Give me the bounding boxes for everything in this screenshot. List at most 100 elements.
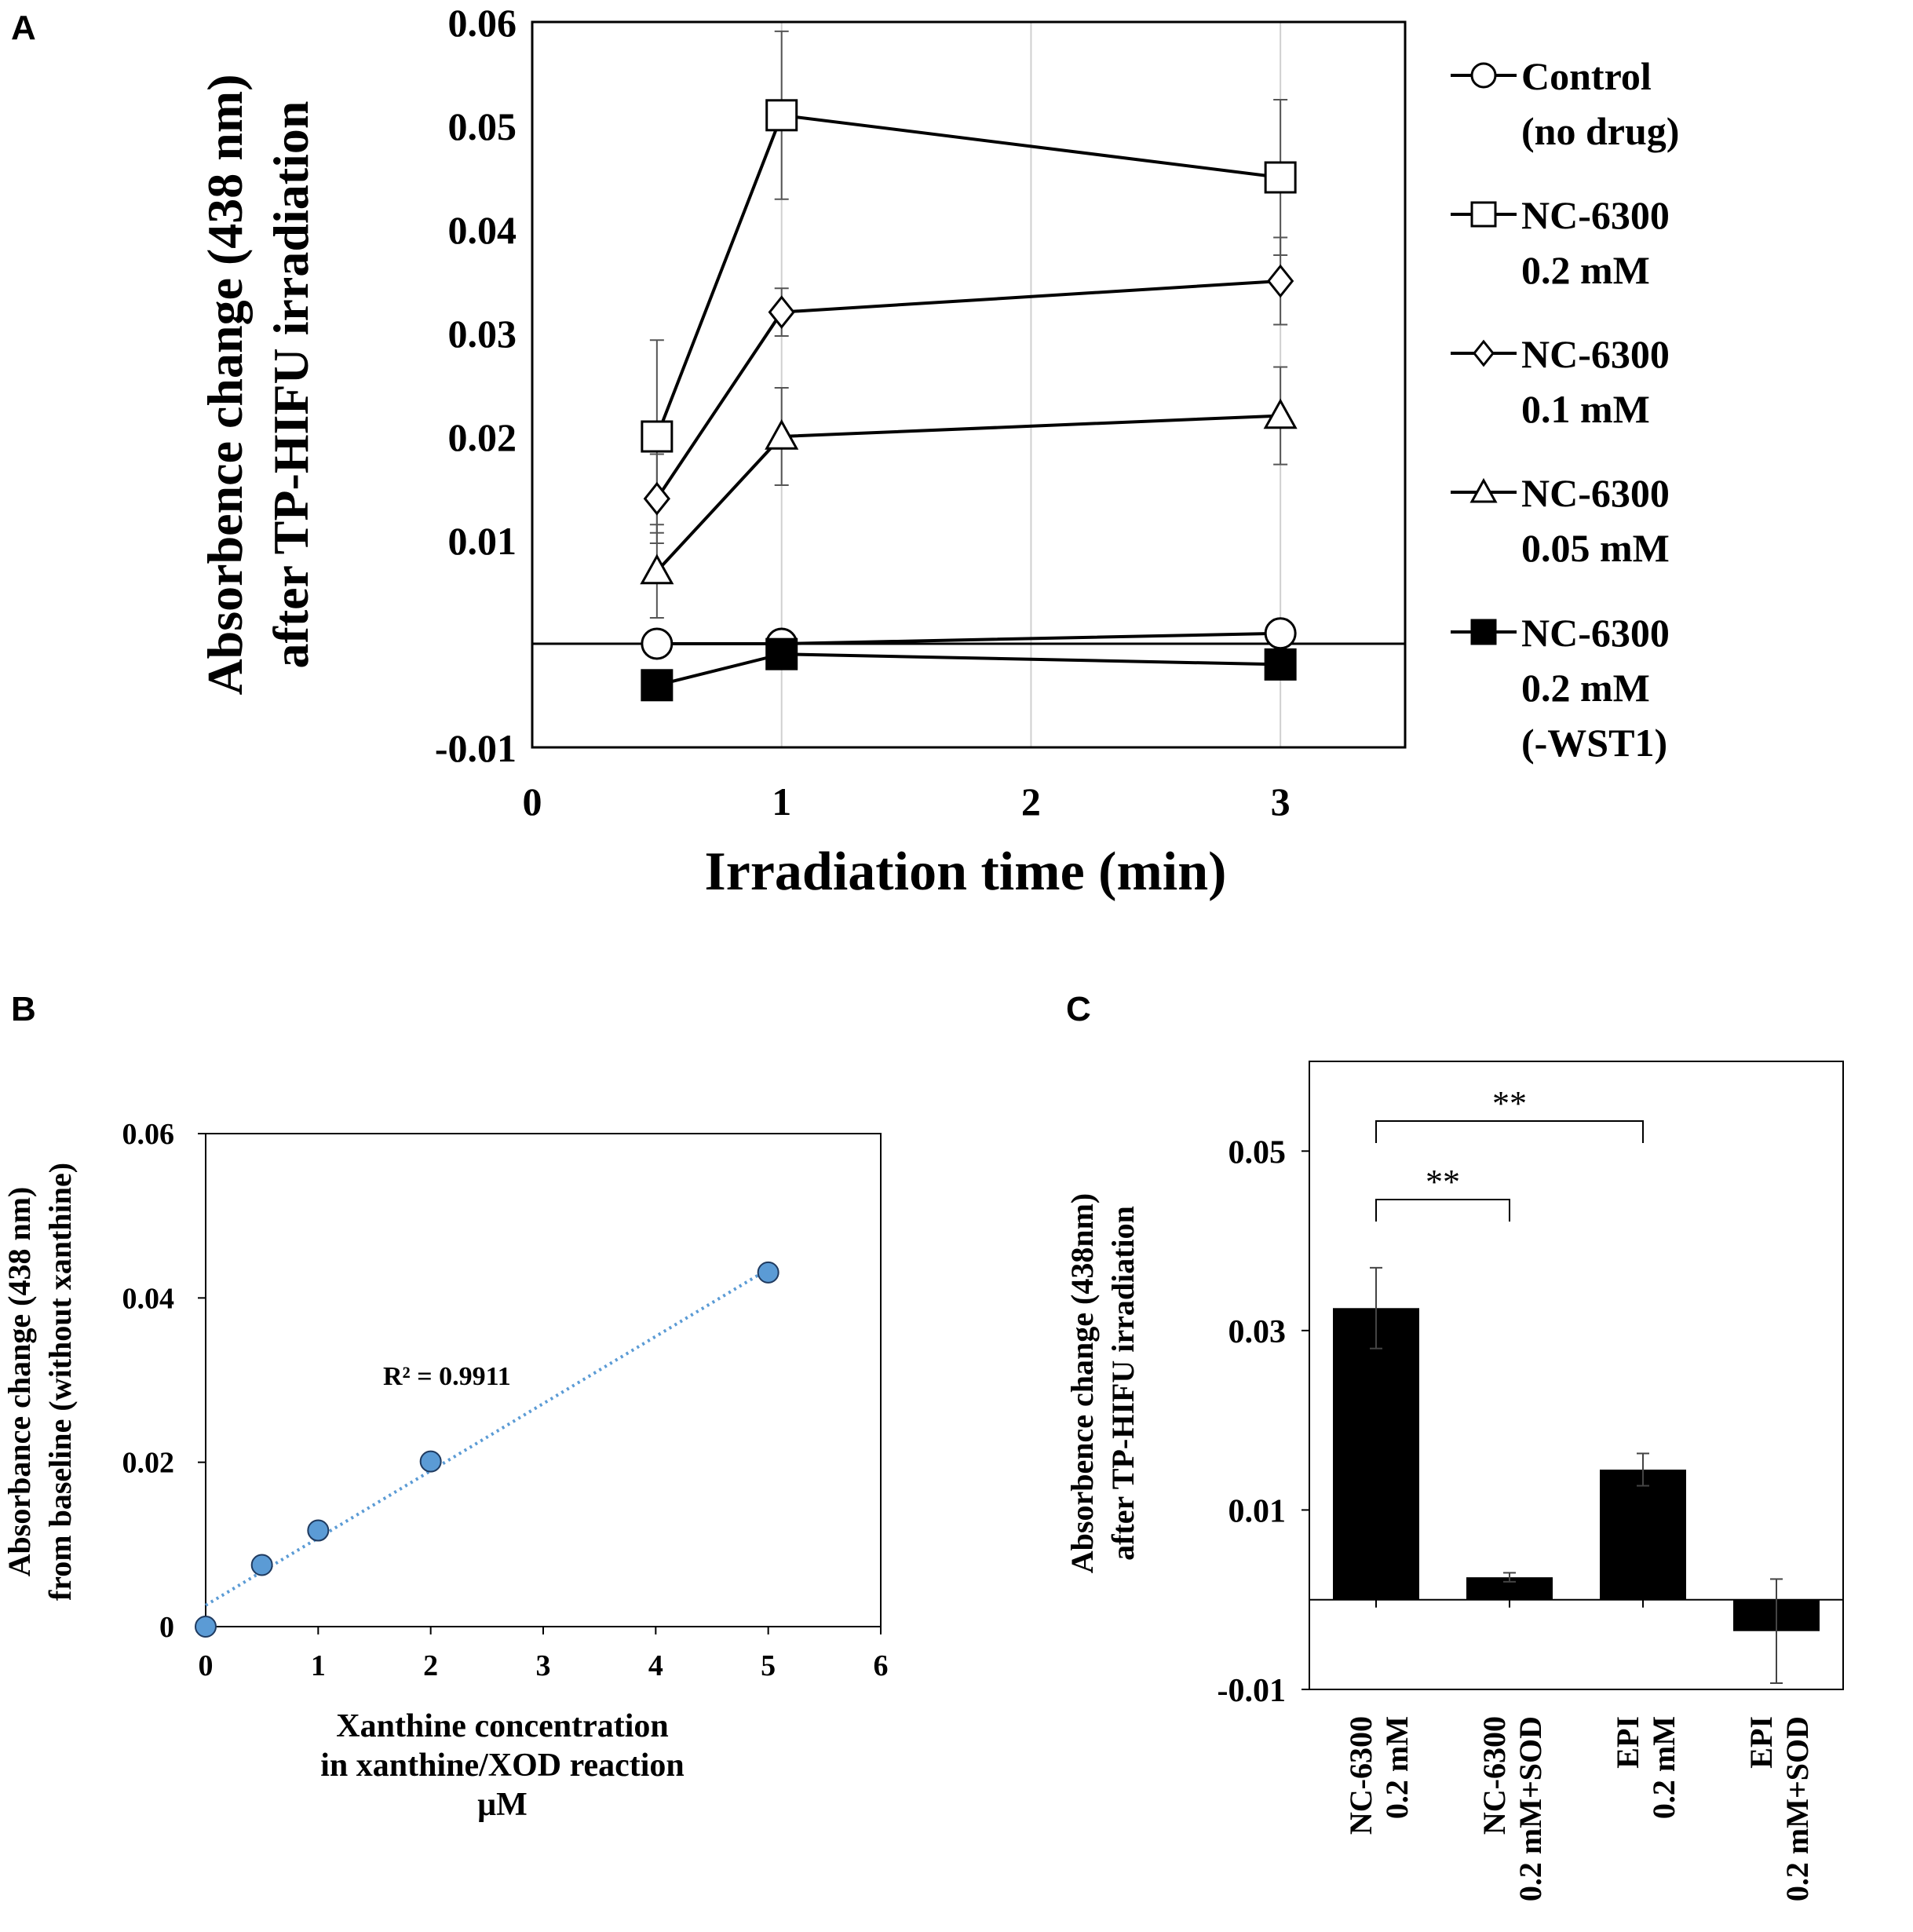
panel-c-category-label: EPI bbox=[1610, 1716, 1645, 1769]
panel-a-legend-label: NC-6300 bbox=[1521, 193, 1670, 237]
panel-c-y-tick-label: 0.05 bbox=[1228, 1134, 1287, 1171]
panel-b-x-axis-title: Xanthine concentration in xanthine/XOD re… bbox=[320, 1708, 685, 1823]
panel-b-x-tick-label: 2 bbox=[423, 1649, 438, 1682]
panel-label-b: B bbox=[11, 990, 36, 1028]
panel-b-x-tick-label: 3 bbox=[536, 1649, 551, 1682]
panel-c-significance-label: ** bbox=[1492, 1084, 1527, 1123]
panel-a-legend-label: NC-6300 bbox=[1521, 332, 1670, 376]
panel-a-y-axis-title-line2: after TP-HIFU irradiation bbox=[263, 101, 319, 669]
panel-c-bar bbox=[1600, 1470, 1686, 1600]
panel-c-bars bbox=[1333, 1266, 1820, 1684]
panel-b-x-axis-title-line: μM bbox=[477, 1787, 527, 1823]
panel-c-significance-label: ** bbox=[1426, 1163, 1460, 1201]
panel-a-data-point bbox=[641, 627, 674, 660]
panel-a-series-line bbox=[655, 279, 1281, 500]
panel-c-category-label: 0.2 mM+SOD bbox=[1513, 1716, 1548, 1901]
panel-a-data-point bbox=[765, 637, 798, 670]
panel-b-x-tick-label: 5 bbox=[761, 1649, 776, 1682]
panel-a-legend-label: Control bbox=[1521, 54, 1652, 98]
panel-a-legend-label: 0.2 mM bbox=[1521, 666, 1650, 710]
panel-c-y-axis-title-line2: after TP-HIFU irradiation bbox=[1105, 1206, 1141, 1561]
panel-c-category-label: EPI bbox=[1743, 1716, 1779, 1769]
panel-a-legend-label: (no drug) bbox=[1521, 109, 1679, 153]
panel-b-x-axis-title-line: Xanthine concentration bbox=[336, 1708, 669, 1744]
panel-a-legend: Control (no drug) NC-6300 0.2 mM NC-6300 0.1 … bbox=[1451, 54, 1679, 765]
panel-a-data-point bbox=[643, 481, 670, 516]
panel-a-y-tick-label: 0.01 bbox=[448, 519, 517, 563]
panel-a-legend-label: 0.1 mM bbox=[1521, 387, 1650, 431]
panel-a-series-line bbox=[655, 414, 1281, 572]
panel-b-data-point bbox=[250, 1554, 273, 1576]
panel-c-y-ticks: -0.01 0.01 0.03 0.05 bbox=[1218, 1134, 1309, 1709]
panel-a-y-tick-label: 0.05 bbox=[448, 104, 517, 148]
panel-a-y-ticks: -0.01 0.01 0.02 0.03 0.04 0.05 0.06 bbox=[435, 1, 517, 770]
panel-a-y-tick-label: 0.04 bbox=[448, 208, 517, 252]
panel-b-y-axis-title-line1: Absorbance change (438 nm) bbox=[2, 1187, 37, 1577]
panel-a-legend-marker bbox=[1469, 477, 1498, 503]
panel-label-a: A bbox=[11, 9, 36, 47]
panel-a-data-point bbox=[1264, 648, 1297, 681]
panel-a-series-line bbox=[656, 652, 1281, 687]
panel-b-points bbox=[195, 1261, 779, 1638]
panel-a-legend-marker bbox=[1473, 339, 1495, 367]
panel-a-data-point bbox=[641, 669, 674, 702]
panel-c-category-label: 0.2 mM+SOD bbox=[1780, 1716, 1815, 1901]
panel-a-data-point bbox=[1264, 617, 1297, 650]
panel-a-x-ticks: 0 1 2 3 bbox=[523, 780, 1291, 824]
panel-c-category-label: 0.2 mM bbox=[1646, 1716, 1681, 1819]
panel-a-series-line bbox=[656, 631, 1281, 645]
panel-a-x-tick-label: 2 bbox=[1021, 780, 1041, 824]
panel-c-y-tick-label: -0.01 bbox=[1218, 1673, 1287, 1709]
panel-a-y-tick-label: 0.06 bbox=[448, 1, 517, 45]
panel-b-data-point bbox=[419, 1450, 442, 1473]
panel-b-x-tick-label: 1 bbox=[311, 1649, 326, 1682]
panel-a-data-point bbox=[1263, 398, 1298, 429]
panel-b-x-tick-label: 4 bbox=[648, 1649, 663, 1682]
panel-c-y-axis-title-line1: Absorbence change (438nm) bbox=[1064, 1193, 1100, 1573]
panel-c-y-tick-label: 0.03 bbox=[1228, 1314, 1287, 1350]
panel-a-legend-marker bbox=[1470, 619, 1497, 645]
panel-a-data-point bbox=[765, 418, 799, 450]
panel-b-y-ticks: 0 0.02 0.04 0.06 bbox=[122, 1118, 206, 1644]
panel-c-category-labels: NC-6300 0.2 mM NC-6300 0.2 mM+SOD EPI 0.2 mM E… bbox=[1343, 1716, 1815, 1901]
panel-a-legend-label: 0.2 mM bbox=[1521, 248, 1650, 292]
panel-b-y-tick-label: 0 bbox=[159, 1611, 174, 1644]
panel-a-data-point bbox=[1264, 161, 1297, 194]
panel-c-chart: -0.010.010.030.05 **** NC-6300 0.2 mM NC-6… bbox=[1064, 1061, 1844, 1901]
panel-a-x-tick-label: 3 bbox=[1271, 780, 1291, 824]
panel-a-y-tick-label: 0.03 bbox=[448, 312, 517, 356]
panel-a-legend-marker bbox=[1470, 201, 1497, 228]
panel-label-c: C bbox=[1066, 990, 1091, 1028]
panel-b-x-tick-label: 0 bbox=[199, 1649, 214, 1682]
panel-c-category-label: 0.2 mM bbox=[1379, 1716, 1415, 1819]
panel-a-y-axis-title-line1: Absorbence change (438 nm) bbox=[197, 74, 253, 695]
panel-b-x-axis-title-line: in xanthine/XOD reaction bbox=[320, 1748, 685, 1784]
panel-a-chart: -0.01 0.01 0.02 0.03 0.04 0.05 0.06 0 1 2 3 Irrad… bbox=[197, 1, 1679, 902]
panel-b-plot-frame bbox=[205, 1133, 882, 1627]
panel-a-data-point bbox=[765, 99, 798, 132]
panel-b-x-ticks: 0 1 2 3 4 5 6 bbox=[199, 1627, 889, 1682]
panel-b-r-squared: R² = 0.9911 bbox=[383, 1362, 511, 1391]
panel-c-y-tick-label: 0.01 bbox=[1228, 1493, 1287, 1529]
panel-b-data-point bbox=[757, 1261, 779, 1284]
panel-c-bar bbox=[1333, 1308, 1419, 1600]
panel-c-significance-bracket bbox=[1375, 1120, 1644, 1143]
panel-b-y-axis-title-line2: from baseline (without xanthine) bbox=[42, 1163, 78, 1601]
panel-a-data-point bbox=[1267, 264, 1294, 298]
panel-a-y-tick-label: 0.02 bbox=[448, 415, 517, 459]
panel-b-data-point bbox=[195, 1616, 217, 1638]
panel-c-significance-bracket bbox=[1375, 1199, 1510, 1222]
panel-c-significance: ** ** bbox=[1375, 1084, 1644, 1222]
panel-c-category-label: NC-6300 bbox=[1343, 1716, 1378, 1835]
panel-a-data-point bbox=[641, 420, 674, 453]
panel-b-trendline bbox=[204, 1267, 769, 1607]
panel-c-category-label: NC-6300 bbox=[1477, 1716, 1512, 1835]
panel-a-series bbox=[640, 30, 1298, 702]
panel-a-legend-label: 0.05 mM bbox=[1521, 526, 1670, 570]
panel-a-legend-label: (-WST1) bbox=[1521, 721, 1667, 765]
panel-b-y-tick-label: 0.04 bbox=[122, 1282, 175, 1315]
panel-b-x-tick-label: 6 bbox=[874, 1649, 889, 1682]
panel-a-y-tick-label: -0.01 bbox=[435, 726, 517, 770]
panel-a-x-axis-title: Irradiation time (min) bbox=[705, 842, 1227, 902]
